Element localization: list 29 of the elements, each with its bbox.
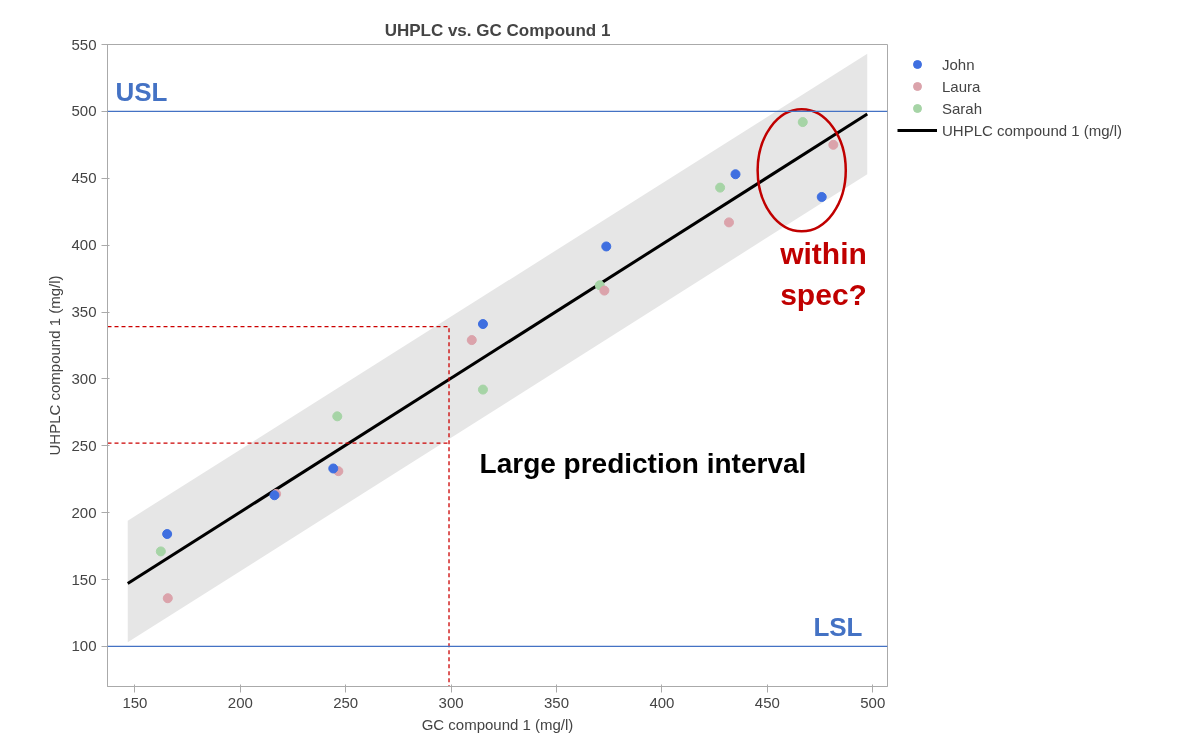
x-tick-label: 200 <box>227 693 253 711</box>
y-tick-label: 450 <box>71 169 97 187</box>
x-tick-label: 450 <box>754 693 780 711</box>
y-tick-label: 250 <box>71 436 97 454</box>
y-tick-label: 150 <box>71 570 97 588</box>
annotation: within spec? <box>779 237 867 312</box>
ref-line-label: USL <box>115 77 168 108</box>
legend-label: Laura <box>942 77 981 95</box>
y-tick-label: 500 <box>71 102 97 120</box>
x-tick-label: 150 <box>122 693 148 711</box>
legend-label: UHPLC compound 1 (mg/l) <box>942 121 1123 139</box>
x-axis-title: GC compound 1 (mg/l) <box>421 715 574 733</box>
x-tick-label: 300 <box>438 693 464 711</box>
x-tick-label: 350 <box>544 693 570 711</box>
y-tick-label: 400 <box>71 236 97 254</box>
y-tick-label: 350 <box>71 303 97 320</box>
y-axis-title: UHPLC compound 1 (mg/l) <box>46 275 64 456</box>
y-tick-label: 550 <box>71 35 97 53</box>
y-tick-label: 100 <box>71 637 97 655</box>
legend-label: Sarah <box>942 99 983 117</box>
x-tick-label: 400 <box>649 693 675 711</box>
y-tick-label: 300 <box>71 369 97 387</box>
y-tick-label: 200 <box>71 503 97 521</box>
annotation: Large prediction interval <box>479 448 807 480</box>
legend-label: John <box>942 55 975 73</box>
ref-line-label: LSL <box>813 612 863 643</box>
chart-title: UHPLC vs. GC Compound 1 <box>384 20 611 40</box>
x-tick-label: 500 <box>860 693 886 711</box>
x-tick-label: 250 <box>333 693 359 711</box>
